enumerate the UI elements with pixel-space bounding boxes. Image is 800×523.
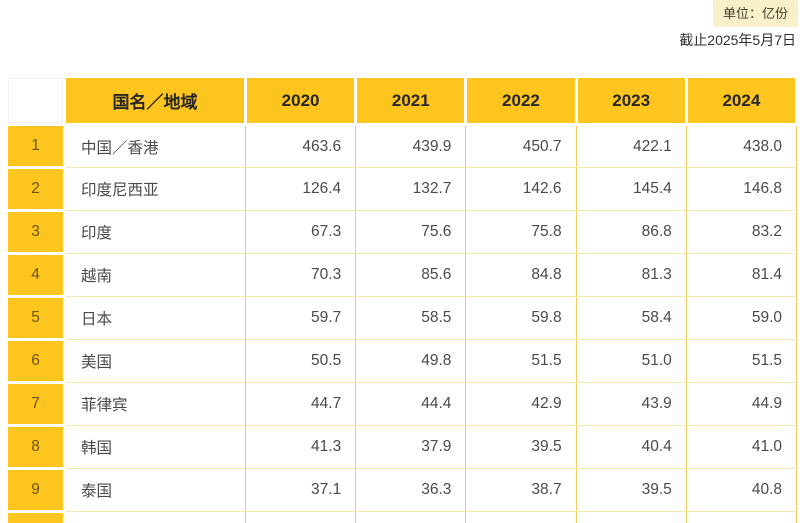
value-2023: 51.0 bbox=[575, 339, 687, 383]
value-2023: 39.5 bbox=[575, 468, 687, 512]
value-2022: 51.5 bbox=[465, 339, 577, 383]
value-2022: 84.8 bbox=[465, 253, 577, 297]
value-2021: 132.7 bbox=[355, 167, 467, 211]
row-rank: 10 bbox=[5, 510, 66, 523]
value-2024: 40.8 bbox=[685, 468, 798, 512]
value-2021: 36.3 bbox=[355, 468, 467, 512]
value-2023: 81.3 bbox=[575, 253, 687, 297]
value-2022: 42.9 bbox=[465, 382, 577, 426]
country-name: 印度 bbox=[64, 210, 246, 254]
country-name: 印度尼西亚 bbox=[64, 167, 246, 211]
value-2021: 85.6 bbox=[355, 253, 467, 297]
value-2022: 142.6 bbox=[465, 167, 577, 211]
value-2023: 29.8 bbox=[575, 511, 687, 523]
corner-cell bbox=[5, 75, 66, 126]
column-header-2023: 2023 bbox=[574, 75, 688, 126]
row-rank: 4 bbox=[5, 252, 66, 298]
value-2022: 75.8 bbox=[465, 210, 577, 254]
row-rank: 6 bbox=[5, 338, 66, 384]
country-name: 菲律宾 bbox=[64, 382, 246, 426]
row-rank: 1 bbox=[5, 123, 66, 169]
value-2023: 145.4 bbox=[575, 167, 687, 211]
country-name: 泰国 bbox=[64, 468, 246, 512]
value-2020: 463.6 bbox=[244, 124, 357, 168]
column-header-2020: 2020 bbox=[243, 75, 358, 126]
value-2021: 44.4 bbox=[355, 382, 467, 426]
value-2020: 59.7 bbox=[244, 296, 357, 340]
value-2023: 86.8 bbox=[575, 210, 687, 254]
country-name: 越南 bbox=[64, 253, 246, 297]
value-2024: 438.0 bbox=[685, 124, 798, 168]
value-2023: 58.4 bbox=[575, 296, 687, 340]
column-header-2021: 2021 bbox=[354, 75, 468, 126]
value-2023: 43.9 bbox=[575, 382, 687, 426]
value-2020: 24.6 bbox=[244, 511, 357, 523]
table-row: 6 美国 50.5 49.8 51.5 51.0 51.5 bbox=[5, 338, 798, 384]
column-header-2024: 2024 bbox=[684, 75, 799, 126]
country-name: 尼日利亚 bbox=[64, 511, 246, 523]
value-2021: 26.2 bbox=[355, 511, 467, 523]
table-row: 3 印度 67.3 75.6 75.8 86.8 83.2 bbox=[5, 209, 798, 255]
value-2021: 439.9 bbox=[355, 124, 467, 168]
table-row: 1 中国／香港 463.6 439.9 450.7 422.1 438.0 bbox=[5, 123, 798, 169]
value-2021: 75.6 bbox=[355, 210, 467, 254]
value-2020: 67.3 bbox=[244, 210, 357, 254]
value-2021: 49.8 bbox=[355, 339, 467, 383]
table-row: 10 尼日利亚 24.6 26.2 27.9 29.8 30.0 bbox=[5, 510, 798, 523]
table-row: 5 日本 59.7 58.5 59.8 58.4 59.0 bbox=[5, 295, 798, 341]
value-2020: 70.3 bbox=[244, 253, 357, 297]
value-2024: 83.2 bbox=[685, 210, 798, 254]
row-rank: 5 bbox=[5, 295, 66, 341]
value-2022: 59.8 bbox=[465, 296, 577, 340]
table-row: 8 韩国 41.3 37.9 39.5 40.4 41.0 bbox=[5, 424, 798, 470]
country-name: 中国／香港 bbox=[64, 124, 246, 168]
country-name: 日本 bbox=[64, 296, 246, 340]
country-name: 韩国 bbox=[64, 425, 246, 469]
column-header-country: 国名／地域 bbox=[63, 75, 247, 126]
table-row: 4 越南 70.3 85.6 84.8 81.3 81.4 bbox=[5, 252, 798, 298]
table-row: 7 菲律宾 44.7 44.4 42.9 43.9 44.9 bbox=[5, 381, 798, 427]
row-rank: 3 bbox=[5, 209, 66, 255]
table-row: 2 印度尼西亚 126.4 132.7 142.6 145.4 146.8 bbox=[5, 166, 798, 212]
value-2024: 59.0 bbox=[685, 296, 798, 340]
value-2020: 50.5 bbox=[244, 339, 357, 383]
value-2024: 30.0 bbox=[685, 511, 798, 523]
value-2024: 51.5 bbox=[685, 339, 798, 383]
unit-badge: 单位：亿份 bbox=[712, 0, 798, 27]
value-2023: 422.1 bbox=[575, 124, 687, 168]
value-2024: 146.8 bbox=[685, 167, 798, 211]
table-header-row: 国名／地域 2020 2021 2022 2023 2024 bbox=[5, 75, 799, 126]
row-rank: 7 bbox=[5, 381, 66, 427]
table-row: 9 泰国 37.1 36.3 38.7 39.5 40.8 bbox=[5, 467, 798, 513]
value-2024: 81.4 bbox=[685, 253, 798, 297]
row-rank: 9 bbox=[5, 467, 66, 513]
column-header-2022: 2022 bbox=[464, 75, 578, 126]
row-rank: 8 bbox=[5, 424, 66, 470]
country-name: 美国 bbox=[64, 339, 246, 383]
value-2023: 40.4 bbox=[575, 425, 687, 469]
value-2022: 27.9 bbox=[465, 511, 577, 523]
value-2024: 41.0 bbox=[685, 425, 798, 469]
value-2021: 58.5 bbox=[355, 296, 467, 340]
value-2022: 39.5 bbox=[465, 425, 577, 469]
value-2024: 44.9 bbox=[685, 382, 798, 426]
value-2020: 126.4 bbox=[244, 167, 357, 211]
value-2022: 450.7 bbox=[465, 124, 577, 168]
country-ranking-table: 国名／地域 2020 2021 2022 2023 2024 1 中国／香港 4… bbox=[5, 75, 799, 523]
value-2022: 38.7 bbox=[465, 468, 577, 512]
value-2020: 37.1 bbox=[244, 468, 357, 512]
value-2021: 37.9 bbox=[355, 425, 467, 469]
as-of-date: 截止2025年5月7日 bbox=[679, 32, 796, 48]
value-2020: 44.7 bbox=[244, 382, 357, 426]
value-2020: 41.3 bbox=[244, 425, 357, 469]
row-rank: 2 bbox=[5, 166, 66, 212]
